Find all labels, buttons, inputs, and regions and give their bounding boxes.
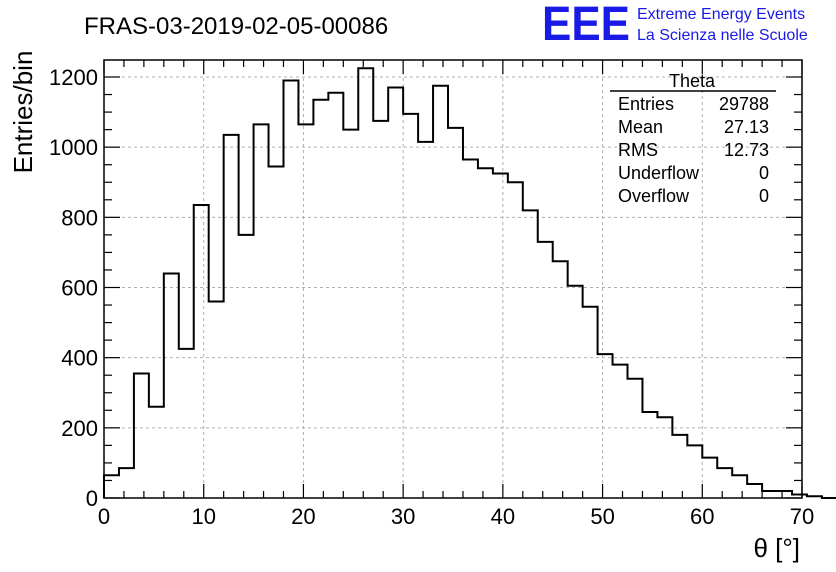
histogram-bin xyxy=(388,88,403,498)
histogram-bin xyxy=(149,407,164,498)
histogram-bin xyxy=(777,491,792,498)
histogram-bin xyxy=(792,494,807,498)
histogram-bin xyxy=(523,210,538,498)
y-tick-label: 0 xyxy=(86,486,98,511)
histogram-bin xyxy=(254,124,269,498)
histogram-bin xyxy=(104,475,119,498)
stats-value: 12.73 xyxy=(724,140,769,160)
plot-frame xyxy=(103,59,803,499)
logo-line-2: La Scienza nelle Scuole xyxy=(637,27,808,44)
stats-value: 29788 xyxy=(719,94,769,114)
histogram-bin xyxy=(418,142,433,498)
axis-ticks xyxy=(103,60,803,499)
stats-label: Overflow xyxy=(618,186,690,206)
histogram-bin xyxy=(239,235,254,498)
histogram-bin xyxy=(568,286,583,498)
histogram-bin xyxy=(224,135,239,498)
stats-title: Theta xyxy=(669,71,716,91)
histogram-bin xyxy=(164,273,179,498)
histogram-bin xyxy=(672,435,687,498)
x-tick-label: 0 xyxy=(98,504,110,529)
x-axis-title: θ [°] xyxy=(753,533,800,563)
histogram-bins xyxy=(104,68,822,498)
eee-logo: EEE Extreme Energy Events La Scienza nel… xyxy=(542,0,808,51)
y-tick-label: 1000 xyxy=(49,135,98,160)
x-tick-label: 50 xyxy=(590,504,614,529)
histogram-bin xyxy=(642,412,657,498)
histogram-bin xyxy=(732,475,747,498)
logo-line-1: Extreme Energy Events xyxy=(637,6,805,23)
histogram-bin xyxy=(553,261,568,498)
y-tick-label: 200 xyxy=(61,416,98,441)
histogram-bin xyxy=(194,205,209,498)
histogram-bin xyxy=(448,128,463,498)
histogram-bin xyxy=(403,114,418,498)
tick-labels: 0 10 20 30 40 50 60 70 0 200 400 600 800 1000 1200 xyxy=(49,65,814,529)
histogram-bin xyxy=(702,458,717,498)
histogram-bin xyxy=(478,168,493,498)
x-tick-label: 30 xyxy=(391,504,415,529)
histogram-bin xyxy=(328,93,343,498)
histogram-bin xyxy=(717,468,732,498)
histogram-bin xyxy=(493,173,508,498)
histogram-bin xyxy=(134,373,149,498)
histogram-bin xyxy=(283,81,298,498)
histogram-bin xyxy=(209,302,224,498)
stats-label: Mean xyxy=(618,117,663,137)
y-tick-label: 1200 xyxy=(49,65,98,90)
histogram-bin xyxy=(343,130,358,498)
stats-label: RMS xyxy=(618,140,658,160)
stats-box: Theta Entries 29788 Mean 27.13 RMS 12.73 Under… xyxy=(610,71,776,206)
histogram-bin xyxy=(747,484,762,498)
stats-value: 0 xyxy=(759,163,769,183)
x-tick-label: 20 xyxy=(291,504,315,529)
histogram-bin xyxy=(583,307,598,498)
histogram-bin xyxy=(762,491,777,498)
stats-label: Entries xyxy=(618,94,674,114)
histogram-bin xyxy=(687,445,702,498)
x-tick-label: 70 xyxy=(790,504,814,529)
stats-label: Underflow xyxy=(618,163,700,183)
x-tick-label: 60 xyxy=(690,504,714,529)
histogram-bin xyxy=(613,365,628,498)
histogram-bin xyxy=(598,354,613,498)
histogram-step-line xyxy=(103,67,836,499)
histogram-bin xyxy=(298,124,313,498)
histogram-bin xyxy=(807,496,822,498)
histogram-bin xyxy=(269,166,284,498)
histogram-bin xyxy=(433,86,448,498)
grid-lines xyxy=(104,60,802,498)
y-tick-label: 600 xyxy=(61,276,98,301)
histogram-bin xyxy=(657,417,672,498)
histogram-bin xyxy=(463,159,478,498)
stats-value: 0 xyxy=(759,186,769,206)
histogram-bin xyxy=(538,242,553,498)
x-tick-label: 10 xyxy=(191,504,215,529)
y-tick-label: 800 xyxy=(61,205,98,230)
histogram-bin xyxy=(313,100,328,498)
stats-value: 27.13 xyxy=(724,117,769,137)
eee-logo-letters: EEE xyxy=(542,0,630,51)
x-tick-label: 40 xyxy=(491,504,515,529)
y-axis-title: Entries/bin xyxy=(8,51,38,174)
histogram-bin xyxy=(373,121,388,498)
histogram-bin xyxy=(358,68,373,498)
histogram-bin xyxy=(508,182,523,498)
histogram-bin xyxy=(179,349,194,498)
stats-rows: Entries 29788 Mean 27.13 RMS 12.73 Underflow 0 O… xyxy=(618,94,769,206)
plot-title: FRAS-03-2019-02-05-00086 xyxy=(84,13,388,40)
histogram-bin xyxy=(119,468,134,498)
y-tick-label: 400 xyxy=(61,346,98,371)
histogram-bin xyxy=(628,379,643,498)
